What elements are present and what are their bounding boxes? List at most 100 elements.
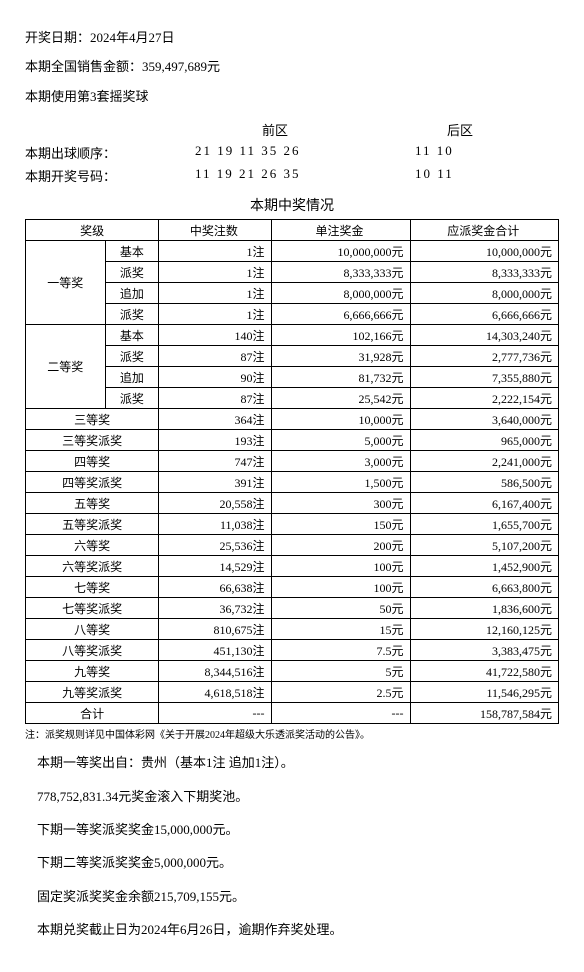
cell-total: 12,160,125元: [410, 619, 558, 640]
footer-l3: 下期一等奖派奖奖金15,000,000元。: [25, 818, 559, 841]
sub-label: 派奖: [105, 388, 159, 409]
row-name: 八等奖派奖: [26, 640, 159, 661]
cell-total: 14,303,240元: [410, 325, 558, 346]
table-row: 五等奖20,558注300元6,167,400元: [26, 493, 559, 514]
footer-l2: 778,752,831.34元奖金滚入下期奖池。: [25, 785, 559, 808]
cell-total: 11,546,295元: [410, 682, 558, 703]
cell-unit: 150元: [271, 514, 410, 535]
cell-total: 586,500元: [410, 472, 558, 493]
order-front: 21 19 11 35 26: [165, 143, 385, 162]
cell-count: 20,558注: [159, 493, 271, 514]
order-label: 本期出球顺序：: [25, 143, 165, 162]
row-name: 七等奖: [26, 577, 159, 598]
cell-total: 2,777,736元: [410, 346, 558, 367]
draw-order-row: 本期出球顺序： 21 19 11 35 26 11 10: [25, 143, 559, 162]
sales-line: 本期全国销售金额：359,497,689元: [25, 55, 559, 78]
th-count: 中奖注数: [159, 220, 271, 241]
sum-count: ---: [159, 703, 271, 724]
table-row: 派奖 1注 8,333,333元 8,333,333元: [26, 262, 559, 283]
cell-total: 3,640,000元: [410, 409, 558, 430]
footer-l5: 固定奖派奖奖金余额215,709,155元。: [25, 885, 559, 908]
table-row: 派奖 87注 31,928元 2,777,736元: [26, 346, 559, 367]
sub-label: 追加: [105, 367, 159, 388]
cell-total: 965,000元: [410, 430, 558, 451]
cell-unit: 10,000,000元: [271, 241, 410, 262]
sub-label: 追加: [105, 283, 159, 304]
sales-value: 359,497,689元: [142, 59, 220, 74]
cell-count: 87注: [159, 346, 271, 367]
cell-unit: 25,542元: [271, 388, 410, 409]
sales-label: 本期全国销售金额：: [25, 59, 142, 74]
cell-total: 3,383,475元: [410, 640, 558, 661]
cell-total: 6,666,666元: [410, 304, 558, 325]
result-front: 11 19 21 26 35: [165, 166, 385, 185]
cell-unit: 300元: [271, 493, 410, 514]
th-total: 应派奖金合计: [410, 220, 558, 241]
cell-count: 1注: [159, 283, 271, 304]
table-row: 九等奖8,344,516注5元41,722,580元: [26, 661, 559, 682]
cell-unit: 5,000元: [271, 430, 410, 451]
cell-total: 6,663,800元: [410, 577, 558, 598]
front-zone-label: 前区: [165, 120, 385, 139]
cell-count: 90注: [159, 367, 271, 388]
cell-unit: 1,500元: [271, 472, 410, 493]
cell-unit: 6,666,666元: [271, 304, 410, 325]
table-header-row: 奖级 中奖注数 单注奖金 应派奖金合计: [26, 220, 559, 241]
cell-unit: 15元: [271, 619, 410, 640]
zone-header-row: 前区 后区: [25, 120, 559, 139]
row-name: 四等奖: [26, 451, 159, 472]
table-row: 追加 1注 8,000,000元 8,000,000元: [26, 283, 559, 304]
cell-total: 6,167,400元: [410, 493, 558, 514]
row-name: 八等奖: [26, 619, 159, 640]
cell-count: 1注: [159, 241, 271, 262]
footer-l6: 本期兑奖截止日为2024年6月26日，逾期作弃奖处理。: [25, 918, 559, 941]
cell-unit: 50元: [271, 598, 410, 619]
cell-count: 391注: [159, 472, 271, 493]
cell-unit: 2.5元: [271, 682, 410, 703]
row-name: 九等奖派奖: [26, 682, 159, 703]
table-row: 二等奖 基本 140注 102,166元 14,303,240元: [26, 325, 559, 346]
table-row: 八等奖派奖451,130注7.5元3,383,475元: [26, 640, 559, 661]
cell-total: 8,333,333元: [410, 262, 558, 283]
section-title: 本期中奖情况: [25, 195, 559, 215]
cell-count: 36,732注: [159, 598, 271, 619]
cell-unit: 100元: [271, 556, 410, 577]
cell-unit: 200元: [271, 535, 410, 556]
sub-label: 派奖: [105, 304, 159, 325]
cell-total: 7,355,880元: [410, 367, 558, 388]
table-row: 五等奖派奖11,038注150元1,655,700元: [26, 514, 559, 535]
table-row: 七等奖66,638注100元6,663,800元: [26, 577, 559, 598]
cell-count: 14,529注: [159, 556, 271, 577]
row-name: 五等奖派奖: [26, 514, 159, 535]
cell-count: 87注: [159, 388, 271, 409]
cell-total: 2,241,000元: [410, 451, 558, 472]
table-row: 派奖 1注 6,666,666元 6,666,666元: [26, 304, 559, 325]
sum-name: 合计: [26, 703, 159, 724]
result-row: 本期开奖号码： 11 19 21 26 35 10 11: [25, 166, 559, 185]
draw-date-label: 开奖日期：: [25, 30, 90, 45]
sub-label: 基本: [105, 325, 159, 346]
cell-unit: 81,732元: [271, 367, 410, 388]
cell-count: 1注: [159, 262, 271, 283]
cell-count: 1注: [159, 304, 271, 325]
table-row: 三等奖派奖193注5,000元965,000元: [26, 430, 559, 451]
sub-label: 基本: [105, 241, 159, 262]
cell-total: 41,722,580元: [410, 661, 558, 682]
cell-count: 193注: [159, 430, 271, 451]
cell-total: 10,000,000元: [410, 241, 558, 262]
table-row: 一等奖 基本 1注 10,000,000元 10,000,000元: [26, 241, 559, 262]
th-unit: 单注奖金: [271, 220, 410, 241]
sum-row: 合计 --- --- 158,787,584元: [26, 703, 559, 724]
draw-date-value: 2024年4月27日: [90, 30, 175, 45]
cell-unit: 102,166元: [271, 325, 410, 346]
cell-unit: 100元: [271, 577, 410, 598]
zone-blank: [25, 120, 165, 139]
cell-total: 1,836,600元: [410, 598, 558, 619]
cell-count: 451,130注: [159, 640, 271, 661]
cell-unit: 8,333,333元: [271, 262, 410, 283]
result-back: 10 11: [385, 166, 535, 185]
sum-total: 158,787,584元: [410, 703, 558, 724]
row-name: 四等奖派奖: [26, 472, 159, 493]
sub-label: 派奖: [105, 346, 159, 367]
table-row: 三等奖364注10,000元3,640,000元: [26, 409, 559, 430]
